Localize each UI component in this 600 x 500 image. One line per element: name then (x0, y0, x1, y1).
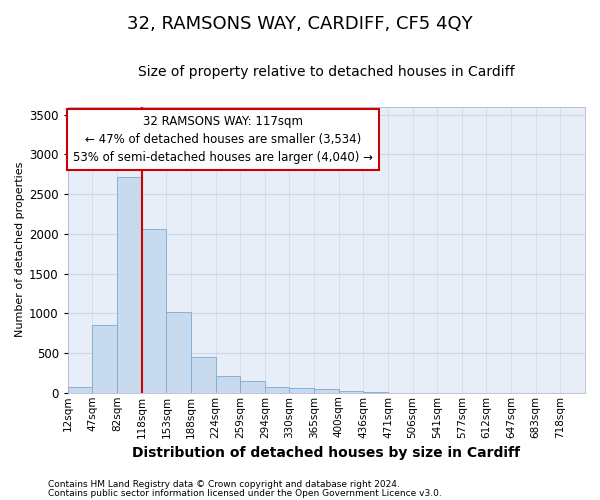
Bar (289, 388, 314, 393)
Bar (339, 390, 364, 393)
Bar (68, 387, 92, 393)
Text: Contains public sector information licensed under the Open Government Licence v3: Contains public sector information licen… (48, 489, 442, 498)
Bar (240, 381, 265, 393)
Bar (314, 389, 339, 393)
X-axis label: Distribution of detached houses by size in Cardiff: Distribution of detached houses by size … (133, 446, 520, 460)
Text: 32 RAMSONS WAY: 117sqm
← 47% of detached houses are smaller (3,534)
53% of semi-: 32 RAMSONS WAY: 117sqm ← 47% of detached… (73, 115, 373, 164)
Bar (92, 325, 117, 393)
Text: Contains HM Land Registry data © Crown copyright and database right 2024.: Contains HM Land Registry data © Crown c… (48, 480, 400, 489)
Title: Size of property relative to detached houses in Cardiff: Size of property relative to detached ho… (138, 65, 515, 79)
Bar (215, 376, 240, 393)
Text: 32, RAMSONS WAY, CARDIFF, CF5 4QY: 32, RAMSONS WAY, CARDIFF, CF5 4QY (127, 15, 473, 33)
Bar (117, 176, 142, 393)
Bar (265, 387, 289, 393)
Bar (142, 229, 166, 393)
Y-axis label: Number of detached properties: Number of detached properties (15, 162, 25, 338)
Bar (364, 392, 388, 393)
Bar (166, 312, 191, 393)
Bar (191, 356, 215, 393)
